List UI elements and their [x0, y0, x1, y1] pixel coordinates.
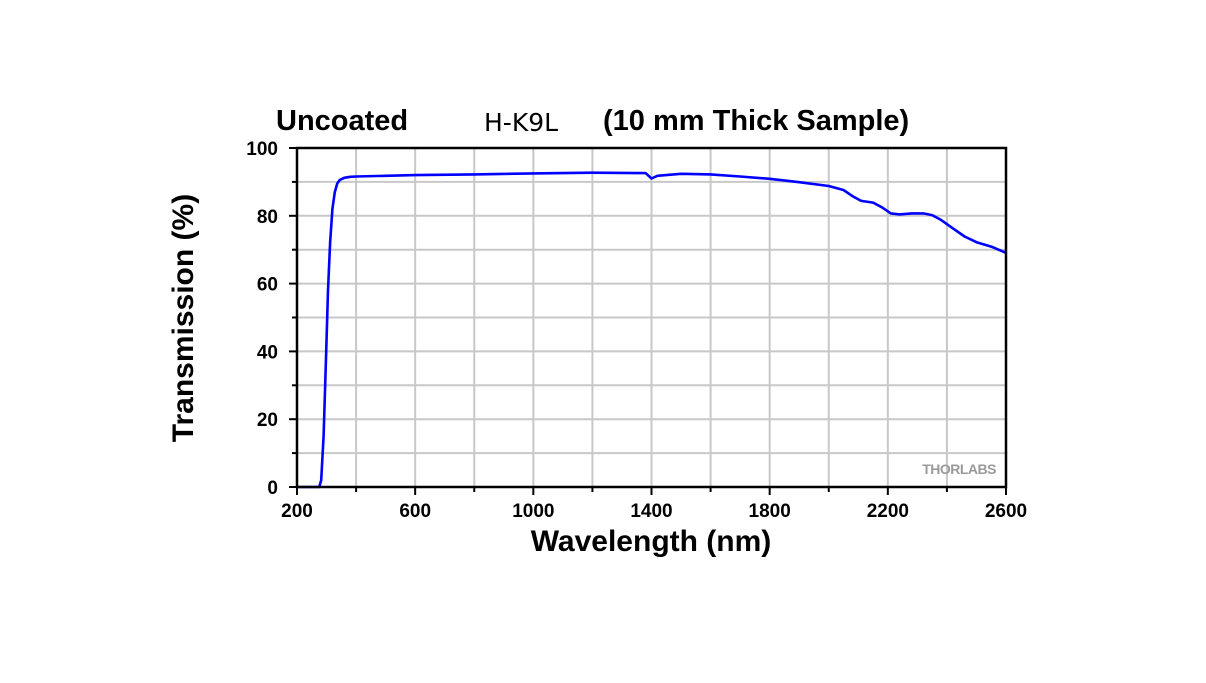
x-tick-labels: 200 600 1000 1400 1800 2200 2600 — [281, 501, 1027, 522]
x-tick-label: 1000 — [512, 501, 554, 522]
x-tick-label: 200 — [281, 501, 313, 522]
y-tick-label: 0 — [267, 478, 278, 499]
y-tick-label: 80 — [257, 207, 278, 228]
x-axis-label: Wavelength (nm) — [531, 525, 772, 558]
x-tick-label: 1400 — [630, 501, 672, 522]
y-tick-label: 60 — [257, 275, 278, 296]
x-tick-label: 600 — [399, 501, 431, 522]
series-line-transmission — [297, 171, 1007, 489]
x-tick-label: 1800 — [749, 501, 791, 522]
ticks — [289, 147, 1007, 495]
x-tick-label: 2600 — [985, 501, 1027, 522]
x-tick-label: 2200 — [867, 501, 909, 522]
y-axis-label: Transmission (%) — [167, 194, 200, 442]
watermark-logo: THORLABS — [922, 461, 996, 477]
y-tick-label: 100 — [246, 139, 278, 160]
plot-frame — [295, 146, 1008, 489]
chart-title-part3: (10 mm Thick Sample) — [603, 105, 909, 137]
grid — [297, 148, 1006, 487]
y-tick-label: 40 — [257, 342, 278, 363]
y-tick-labels: 0 20 40 60 80 100 — [246, 139, 278, 499]
y-tick-label: 20 — [257, 410, 278, 431]
chart-title-part2: H-K9L — [484, 108, 558, 137]
chart-title-part1: Uncoated — [276, 105, 408, 137]
